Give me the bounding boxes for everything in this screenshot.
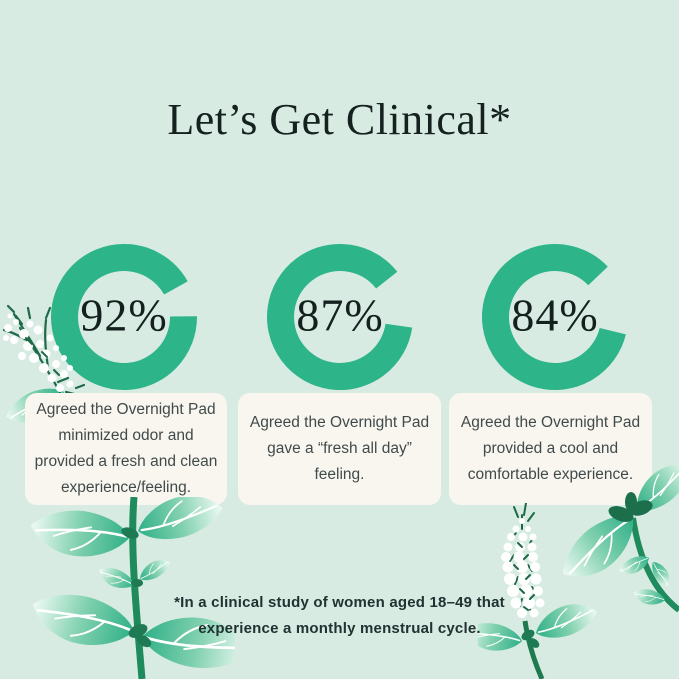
donut-chart-2 <box>267 244 413 390</box>
stat-caption-text: Agreed the Overnight Pad gave a “fresh a… <box>249 414 430 483</box>
stat-value: 87% <box>296 289 384 341</box>
stat-value: 92% <box>80 289 168 341</box>
footnote: *In a clinical study of women aged 18–49… <box>0 590 679 642</box>
stat-value: 84% <box>511 289 599 341</box>
footnote-line-1: *In a clinical study of women aged 18–49… <box>174 594 505 611</box>
donut-chart-3 <box>482 244 628 390</box>
stat-donut-84: 84% <box>480 242 630 392</box>
stat-caption-text: Agreed the Overnight Pad provided a cool… <box>460 414 641 483</box>
footnote-line-2: experience a monthly menstrual cycle. <box>198 620 481 637</box>
stat-donut-92: 92% <box>49 242 199 392</box>
page-title: Let’s Get Clinical* <box>167 95 512 144</box>
stat-caption-text: Agreed the Overnight Pad minimized odor … <box>34 401 218 496</box>
mint-stem-icon <box>30 497 235 679</box>
stat-caption-card-2: Agreed the Overnight Pad gave a “fresh a… <box>238 393 441 505</box>
stat-caption-card-3: Agreed the Overnight Pad provided a cool… <box>449 393 652 505</box>
stat-donut-87: 87% <box>265 242 415 392</box>
donut-chart-1 <box>51 244 197 390</box>
stat-caption-card-1: Agreed the Overnight Pad minimized odor … <box>25 393 227 505</box>
